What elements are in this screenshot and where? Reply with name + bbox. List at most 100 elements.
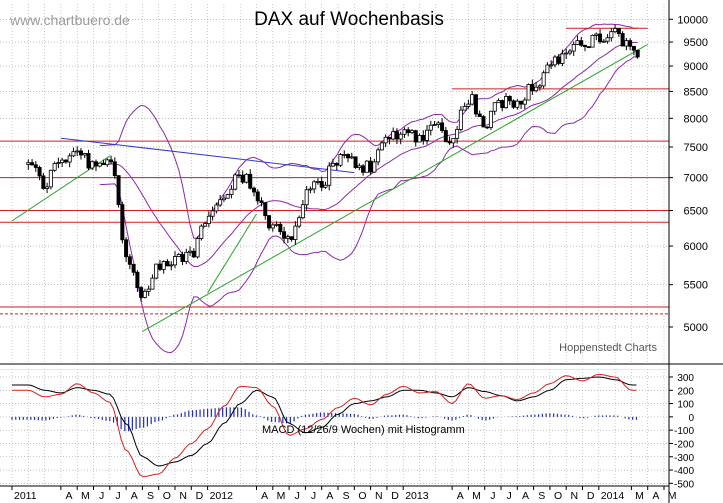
price-y-axis: 10000 9500 9000 8500 8000 7500 7000 6500 6000 550… (669, 14, 708, 334)
candle-body (169, 264, 174, 267)
candle-body (60, 159, 65, 163)
x-tick-label: O (358, 490, 366, 502)
chart-title: DAX auf Wochenbasis (254, 9, 444, 30)
candle-body (372, 161, 377, 173)
candle-body (605, 37, 610, 42)
candle-body (214, 204, 219, 212)
candle-body (300, 204, 305, 219)
candle-body (315, 181, 320, 183)
candle-body (86, 153, 91, 169)
candle-body (30, 162, 35, 166)
candle-body (583, 44, 588, 48)
x-tick-label: D (391, 490, 399, 502)
candle-body (598, 33, 603, 43)
candle-body (289, 236, 294, 240)
candle-body (628, 40, 633, 47)
candle-body (327, 165, 332, 186)
candle-body (48, 169, 53, 188)
candle-body (282, 231, 287, 239)
x-tick-label: J (311, 490, 316, 502)
x-tick-label: N (571, 490, 579, 502)
candle-body (571, 44, 576, 52)
candle-body (33, 164, 38, 168)
candle-body (601, 40, 606, 43)
candle-body (203, 223, 208, 227)
candle-body (139, 287, 144, 298)
candle-body (45, 186, 50, 189)
price-tick-label: 5000 (684, 322, 708, 334)
candle-body (210, 210, 215, 217)
candle-body (342, 154, 347, 156)
candle-body (323, 184, 328, 188)
candle-body (560, 53, 565, 64)
candle-body (504, 96, 509, 109)
candle-body (406, 129, 411, 134)
candle-body (364, 160, 369, 173)
candle-body (127, 256, 132, 265)
bollinger-lower (99, 56, 638, 354)
candle-body (537, 85, 542, 88)
x-tick-label: A (522, 490, 529, 502)
candle-body (383, 136, 388, 144)
candle-body (379, 142, 384, 151)
candle-body (142, 290, 147, 298)
macd-tick-label: -200 (674, 439, 694, 450)
candle-body (82, 153, 87, 156)
candle-body (112, 161, 117, 176)
candle-body (432, 124, 437, 126)
candle-body (522, 99, 527, 105)
candle-body (349, 156, 354, 159)
candle-body (157, 263, 162, 270)
candle-body (105, 159, 110, 166)
candle-body (176, 254, 181, 257)
candle-body (440, 122, 445, 131)
candle-body (278, 223, 283, 233)
candle-body (229, 188, 234, 195)
candle-body (507, 96, 512, 102)
x-tick-label: M (472, 490, 481, 502)
price-tick-label: 8500 (684, 86, 708, 98)
candle-body (312, 181, 317, 190)
candle-body (492, 102, 497, 112)
macd-y-axis: 300 200 100 0 -100 -200 -300 -400 -500 (669, 373, 694, 490)
candle-body (394, 131, 399, 140)
candle-body (594, 33, 599, 36)
candle-body (206, 215, 211, 224)
candle-body (97, 162, 102, 167)
candle-body (63, 159, 68, 163)
credit-label: Hoppenstedt Charts (559, 342, 657, 354)
candle-body (184, 251, 189, 262)
candle-body (620, 33, 625, 47)
candle-body (116, 175, 121, 205)
candle-body (455, 129, 460, 139)
candle-body (146, 288, 151, 292)
support-line (142, 43, 648, 332)
x-tick-label: 2013 (405, 490, 429, 502)
macd-signal-line (12, 376, 637, 467)
candle-body (477, 113, 482, 117)
resistance-line (60, 137, 355, 174)
x-tick-label: A (66, 490, 73, 502)
candle-body (161, 261, 166, 270)
candle-body (199, 225, 204, 239)
candle-body (165, 261, 170, 267)
candle-body (71, 151, 76, 157)
candle-body (398, 133, 403, 140)
candle-body (263, 202, 268, 217)
macd-tick-label: -400 (674, 466, 694, 477)
candle-body (26, 162, 31, 165)
macd-grid (0, 369, 669, 486)
candle-body (466, 103, 471, 107)
candle-body (361, 165, 366, 173)
candle-body (552, 56, 557, 66)
x-tick-label: J (490, 490, 495, 502)
x-tick-label: S (147, 490, 154, 502)
candle-body (67, 155, 72, 163)
macd-line (12, 373, 637, 478)
candle-body (101, 162, 106, 166)
candle-body (526, 84, 531, 101)
candle-body (549, 64, 554, 67)
candle-body (624, 40, 629, 47)
